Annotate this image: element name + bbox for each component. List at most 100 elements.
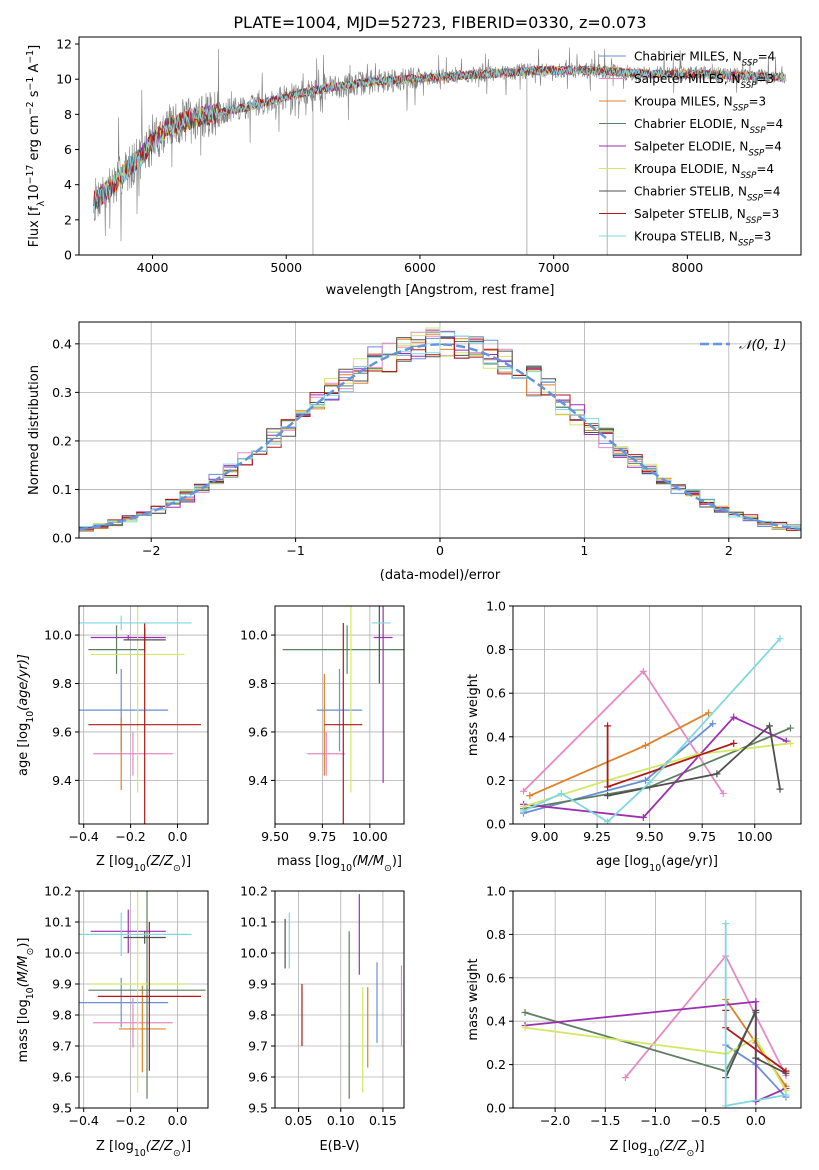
x-tick-label: 9.50 — [261, 829, 289, 844]
mass-weight-vs-metallicity-panel-frame: −2.0 −1.5 −1.0 −0.5 0.0 0.0 0.2 0.4 0.6 0.8 1.0 Z [… — [466, 884, 802, 1159]
legend-label-part: =3 — [749, 95, 767, 109]
x-axis-label-part: 10 — [134, 863, 146, 874]
errorbar-kroupa_stelib — [79, 912, 192, 957]
y-axis-label-part: age [log — [16, 723, 31, 776]
weight-series-salpeter_stelib — [604, 722, 738, 791]
y-tick-label: 0.4 — [486, 1014, 506, 1029]
x-axis-label-part: Z [log — [609, 1139, 647, 1154]
x-tick-label: 5000 — [270, 260, 302, 275]
x-axis-label-part: (age/yr)] — [661, 854, 718, 869]
x-tick-label: 2 — [725, 543, 733, 558]
y-tick-label: 9.5 — [248, 1101, 268, 1116]
x-tick-label: 1 — [580, 543, 588, 558]
data-point — [776, 785, 784, 793]
errorbar-kroupa_stelib — [79, 615, 192, 631]
legend-label: Salpeter MILES, NSSP=3 — [634, 72, 774, 91]
errorbar-chabrier_elodie — [282, 625, 404, 674]
legend-label-part: SSP — [746, 216, 763, 226]
errorbar-salpeter_miles — [93, 731, 173, 776]
legend-label: Kroupa STELIB, NSSP=3 — [634, 230, 771, 249]
y-axis-label: age [log10(age/yr)] — [16, 654, 36, 776]
y-tick-label: 0.6 — [486, 970, 506, 985]
x-axis-label-part: )] — [694, 1139, 704, 1154]
y-tick-label: 9.6 — [248, 1070, 268, 1085]
mass-weight-vs-age-panel-frame: 9.00 9.25 9.50 9.75 10.00 0.0 0.2 0.4 0.6 0.8 1.0 a… — [466, 599, 802, 874]
x-tick-label: 9.50 — [636, 829, 664, 844]
x-axis-label-part: (Z/Z — [146, 1139, 174, 1154]
y-axis-label-part: 10 — [27, 184, 42, 201]
x-axis-label: wavelength [Angstrom, rest frame] — [326, 283, 555, 298]
y-axis-label-part: 10 — [25, 987, 36, 999]
legend-label-part: =3 — [762, 207, 780, 221]
data-point — [782, 1091, 790, 1099]
y-tick-label: 0.2 — [52, 433, 72, 448]
x-axis-label-part: Z [log — [96, 854, 134, 869]
mass-weight-vs-age-panel: 9.00 9.25 9.50 9.75 10.00 0.0 0.2 0.4 0.6 0.8 1.0 a… — [466, 599, 802, 874]
x-axis-label-part: mass [log — [277, 854, 340, 869]
legend-label-part: =4 — [756, 162, 774, 176]
data-point — [713, 770, 721, 778]
data-point — [782, 1067, 790, 1075]
y-tick-label: 8 — [64, 107, 72, 122]
y-axis-label-group: mass [log10(M/M⊙)] — [16, 938, 36, 1063]
age-vs-metallicity-panel-frame: −0.4 −0.2 0.09.49.69.810.0Z [log10(Z/Z⊙)]a… — [16, 605, 209, 874]
y-axis-label-part: (M/M — [16, 956, 31, 988]
legend-label-part: =4 — [764, 140, 782, 154]
x-tick-label: −1.5 — [590, 1113, 620, 1128]
data-point — [639, 667, 647, 675]
data-point — [641, 776, 649, 784]
age-vs-mass-panel-frame: 9.50 9.75 10.00 9.4 9.6 9.8 10.0 mass [log10(M/… — [240, 605, 405, 874]
x-axis-label-part: ⊙ — [687, 1148, 695, 1159]
x-axis-label-part: Z [log — [96, 1139, 134, 1154]
y-tick-label: 10.2 — [44, 884, 72, 899]
legend-label-part: Chabrier ELODIE, N — [634, 117, 750, 131]
errorbar-salpeter_stelib — [88, 622, 201, 824]
y-tick-label: 10.1 — [240, 915, 268, 930]
mass-weight-vs-age-panel-marks — [520, 635, 794, 824]
x-tick-label: 0 — [436, 543, 444, 558]
y-tick-label: 1.0 — [486, 599, 506, 614]
legend-label-part: Salpeter ELODIE, N — [634, 140, 748, 154]
y-axis-label-part: 10 — [25, 711, 36, 723]
y-tick-label: 10.0 — [240, 628, 268, 643]
histogram-legend: 𝒩(0, 1) — [700, 338, 786, 353]
y-axis-label-part: −17 — [25, 165, 36, 185]
x-tick-label: 0.15 — [369, 1113, 397, 1128]
legend-label-part: SSP — [741, 171, 758, 181]
legend-label-part: SSP — [750, 126, 767, 136]
panels: 4000 5000 6000 7000 8000024681012wavelength … — [16, 36, 802, 1159]
model-spectrum-salpeter_stelib — [93, 65, 784, 209]
y-tick-label: 0 — [64, 248, 72, 263]
data-point — [752, 1054, 760, 1062]
x-axis-label: Z [log10(Z/Z⊙)] — [96, 1139, 191, 1159]
y-tick-label: 9.9 — [52, 977, 72, 992]
gaussian-reference-curve — [79, 343, 801, 531]
y-axis-label-part: s — [27, 90, 42, 101]
axes-frame — [274, 890, 405, 1109]
data-point — [639, 813, 647, 821]
y-axis-label-group: Flux [fλ10−17 erg cm−2 s−1 A−1] — [25, 45, 47, 247]
data-point — [730, 713, 738, 721]
y-tick-label: 0.3 — [52, 385, 72, 400]
x-tick-label: 9.75 — [688, 829, 716, 844]
y-axis-label-group: age [log10(age/yr)] — [16, 654, 36, 776]
y-tick-label: 9.8 — [248, 676, 268, 691]
spectrum-panel-marks — [93, 47, 787, 255]
x-axis-label-part: ⊙ — [384, 863, 392, 874]
histogram-panel-marks — [79, 327, 801, 532]
y-axis-label-part: ⊙ — [25, 948, 36, 956]
data-point — [520, 787, 528, 795]
figure-title: PLATE=1004, MJD=52723, FIBERID=0330, z=0… — [233, 13, 646, 32]
y-tick-label: 9.8 — [248, 1008, 268, 1023]
x-tick-label: −0.5 — [690, 1113, 720, 1128]
age-vs-metallicity-panel: −0.4 −0.2 0.09.49.69.810.0Z [log10(Z/Z⊙)]a… — [16, 605, 209, 874]
legend-label-part: =4 — [765, 117, 783, 131]
age-vs-metallicity-panel-marks — [79, 606, 201, 824]
x-axis-label-part: 10 — [647, 1148, 659, 1159]
x-axis-label-part: (M/M — [352, 854, 384, 869]
spectrum-panel-frame: 4000 5000 6000 7000 8000 0 2 4 6 8 10 12 wavelength … — [25, 36, 802, 298]
y-axis-label-part: erg cm — [27, 115, 42, 164]
legend-label: Kroupa MILES, NSSP=3 — [634, 95, 766, 114]
x-tick-label: 6000 — [404, 260, 436, 275]
model-spectrum-kroupa_stelib — [93, 64, 784, 210]
